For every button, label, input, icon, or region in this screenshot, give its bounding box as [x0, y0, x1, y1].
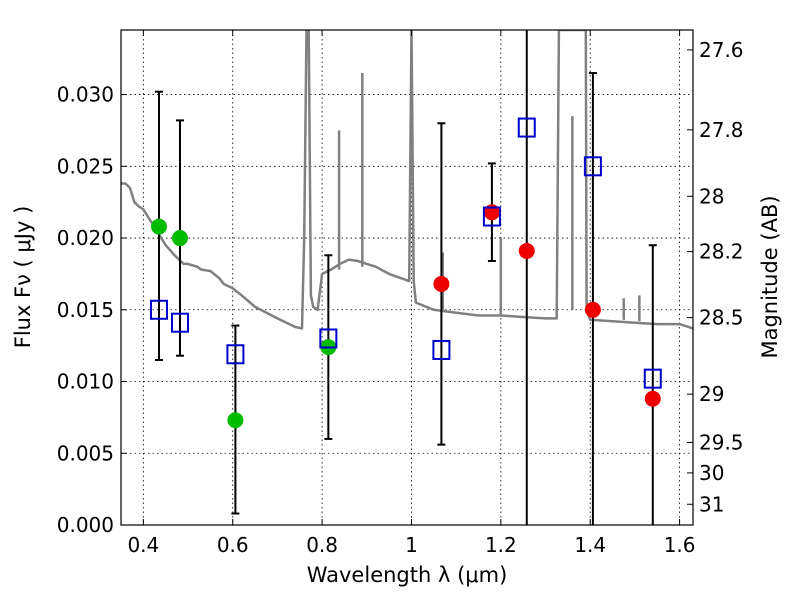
- observed-square: [643, 368, 662, 389]
- observed-square: [482, 206, 501, 227]
- plot-frame: [120, 29, 694, 526]
- y-tick-label: 0.015: [57, 298, 114, 322]
- right-tick-label: 28: [699, 184, 724, 208]
- right-tick-label: 31: [699, 492, 724, 516]
- y-tick-label: 0.020: [57, 226, 114, 250]
- observed-square: [226, 344, 245, 365]
- y-tick-label: 0.030: [57, 83, 114, 107]
- x-tick-label: 0.4: [127, 533, 159, 557]
- x-tick-label: 1.2: [485, 533, 517, 557]
- y-tick-labels: 0.000 0.005 0.010 0.015 0.020 0.025 0.030: [57, 83, 114, 537]
- observed-square: [432, 339, 451, 360]
- y-axis-title: Flux Fν ( μJy ): [11, 206, 35, 349]
- x-tick-label: 0.8: [306, 533, 338, 557]
- x-axis-title: Wavelength λ (μm): [307, 563, 508, 587]
- plot-area: [121, 30, 693, 525]
- x-tick-label: 1: [405, 533, 418, 557]
- model-green-point: [227, 412, 244, 429]
- x-tick-label: 0.6: [217, 533, 249, 557]
- model-green-point: [150, 218, 167, 235]
- sed-template-line: [121, 30, 693, 330]
- model-green-point: [171, 230, 188, 247]
- axis-ticks: [121, 30, 693, 526]
- right-axis-title: Magnitude (AB): [758, 195, 782, 358]
- x-tick-label: 1.6: [664, 533, 696, 557]
- y-tick-label: 0.010: [57, 370, 114, 394]
- y-tick-label: 0.005: [57, 441, 114, 465]
- y-tick-label: 0.025: [57, 154, 114, 178]
- right-tick-label: 27.8: [699, 118, 744, 142]
- right-tick-labels: 27.6 27.8 28 28.2 28.5 29 29.5 30 31: [699, 38, 744, 516]
- right-tick-label: 29.5: [699, 430, 744, 454]
- model-red-point: [518, 242, 535, 259]
- observed-square: [583, 156, 602, 177]
- y-tick-label: 0.000: [57, 513, 114, 537]
- observed-square: [149, 299, 168, 320]
- x-tick-labels: 0.4 0.6 0.8 1 1.2 1.4 1.6: [127, 533, 695, 557]
- grid-lines: [121, 30, 693, 526]
- model-red-point: [433, 275, 450, 292]
- model-red-point: [644, 390, 661, 407]
- observed-square: [517, 117, 536, 138]
- right-tick-label: 27.6: [699, 38, 744, 62]
- observed-square: [170, 312, 189, 333]
- right-tick-label: 28.2: [699, 240, 744, 264]
- right-tick-label: 28.5: [699, 306, 744, 330]
- observed-square: [319, 328, 338, 349]
- model-red-point: [584, 301, 601, 318]
- right-tick-label: 30: [699, 461, 724, 485]
- right-tick-label: 29: [699, 382, 724, 406]
- x-tick-label: 1.4: [574, 533, 606, 557]
